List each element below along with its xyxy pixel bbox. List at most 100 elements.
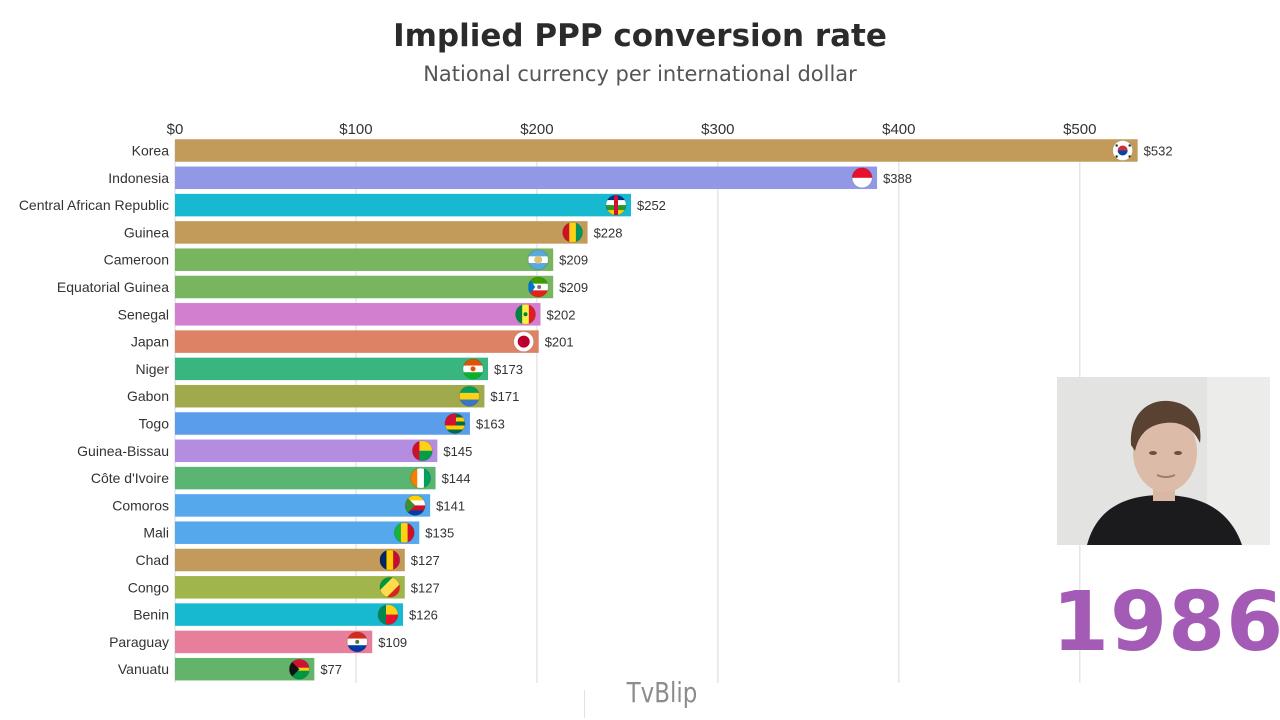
bar-row: Benin $126 [133, 603, 438, 626]
bar-row: Guinea-Bissau $145 [77, 439, 472, 463]
category-label: Gabon [127, 388, 169, 404]
x-tick-label: $500 [1063, 121, 1096, 138]
value-label: $228 [594, 225, 623, 240]
category-label: Côte d'Ivoire [91, 470, 169, 486]
chad-flag [379, 550, 400, 570]
bar-row: Togo $163 [139, 412, 505, 435]
japan-flag [513, 331, 534, 352]
value-label: $144 [442, 471, 471, 486]
bar [175, 603, 403, 626]
bar [175, 630, 373, 654]
benin-flag [377, 604, 398, 625]
category-label: Congo [128, 579, 169, 595]
bar [175, 439, 438, 463]
bar-row: Vanuatu $77 [118, 657, 342, 681]
congo-flag [379, 577, 400, 598]
south-korea-flag [1112, 140, 1133, 161]
bar [175, 303, 541, 326]
bar [175, 193, 631, 217]
bar-row: Senegal $202 [118, 303, 576, 326]
category-label: Cameroon [104, 252, 169, 268]
value-label: $109 [378, 635, 407, 650]
central-african-republic-flag [605, 195, 626, 216]
category-label: Benin [133, 607, 169, 623]
category-label: Togo [139, 416, 170, 432]
category-label: Central African Republic [19, 197, 169, 213]
category-label: Guinea [124, 224, 169, 240]
webcam-overlay [1057, 377, 1270, 545]
bar-row: Japan $201 [131, 330, 574, 353]
category-label: Guinea-Bissau [77, 443, 169, 459]
value-label: $127 [411, 553, 440, 568]
bar-row: Guinea $228 [124, 221, 623, 244]
bar-row: Paraguay $109 [109, 630, 407, 654]
gabon-flag [459, 386, 480, 407]
x-tick-label: $300 [701, 121, 734, 138]
bar-row: Indonesia $388 [108, 166, 912, 190]
bar-row: Congo $127 [128, 576, 440, 599]
bar [175, 657, 315, 681]
bar-row: Central African Republic $252 [19, 193, 666, 217]
x-tick-label: $100 [339, 121, 372, 138]
value-label: $209 [559, 280, 588, 295]
bar [175, 494, 431, 517]
year-label: 1986 [1052, 575, 1280, 670]
bar-row: Korea $532 [132, 139, 1173, 162]
equatorial-guinea-flag [528, 277, 549, 297]
bar-row: Niger $173 [136, 357, 523, 381]
bar [175, 330, 539, 353]
cameroon-flag [528, 249, 549, 270]
value-label: $141 [436, 498, 465, 513]
value-label: $173 [494, 362, 523, 377]
category-label: Mali [143, 525, 169, 541]
bar [175, 521, 420, 544]
bar-row: Comoros $141 [112, 494, 465, 517]
category-label: Equatorial Guinea [57, 279, 169, 295]
category-label: Japan [131, 334, 169, 350]
bar [175, 548, 405, 572]
bar-row: Cameroon $209 [104, 248, 588, 271]
value-label: $201 [545, 335, 574, 350]
paraguay-flag [347, 631, 368, 652]
watermark: TvBlip [626, 676, 698, 709]
x-tick-label: $0 [167, 121, 184, 138]
vanuatu-flag [289, 659, 310, 680]
category-label: Paraguay [109, 634, 169, 650]
bar-row: Equatorial Guinea $209 [57, 275, 588, 299]
bar [175, 576, 405, 599]
category-label: Chad [136, 552, 169, 568]
chart-subtitle: National currency per international doll… [423, 62, 857, 86]
bar [175, 139, 1138, 162]
bar-row: Chad $127 [136, 548, 440, 572]
category-label: Korea [132, 143, 170, 159]
value-label: $77 [320, 662, 342, 677]
bar [175, 221, 588, 244]
bar [175, 357, 489, 381]
value-label: $388 [883, 171, 912, 186]
value-label: $252 [637, 198, 666, 213]
value-label: $202 [547, 307, 576, 322]
value-label: $135 [425, 526, 454, 541]
value-label: $171 [490, 389, 519, 404]
niger-flag [463, 358, 484, 379]
senegal-flag [515, 304, 536, 325]
category-label: Indonesia [108, 170, 169, 186]
cote-divoire-flag [410, 468, 431, 489]
bar [175, 166, 878, 190]
category-label: Senegal [118, 306, 169, 322]
guinea-bissau-flag [412, 440, 433, 461]
chart-title: Implied PPP conversion rate [393, 18, 887, 54]
x-tick-label: $400 [882, 121, 915, 138]
value-label: $163 [476, 417, 505, 432]
indonesia-flag [852, 167, 873, 188]
category-label: Vanuatu [118, 661, 169, 677]
category-label: Comoros [112, 497, 169, 513]
divider [584, 690, 585, 718]
category-label: Niger [136, 361, 170, 377]
x-tick-label: $200 [520, 121, 553, 138]
bar [175, 384, 485, 408]
value-label: $209 [559, 253, 588, 268]
value-label: $532 [1144, 144, 1173, 159]
bar-row: Mali $135 [143, 521, 454, 544]
